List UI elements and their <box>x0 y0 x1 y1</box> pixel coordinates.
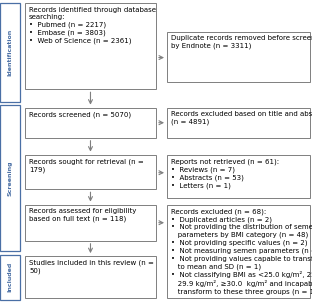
Text: Identification: Identification <box>8 29 13 76</box>
FancyBboxPatch shape <box>25 155 156 189</box>
Text: Duplicate records removed before screening
by Endnote (n = 3311): Duplicate records removed before screeni… <box>171 35 312 49</box>
Text: Studies included in this review (n =
50): Studies included in this review (n = 50) <box>29 260 154 274</box>
FancyBboxPatch shape <box>25 205 156 241</box>
Text: Records identified through database
searching:
•  Pubmed (n = 2217)
•  Embase (n: Records identified through database sear… <box>29 7 156 44</box>
FancyBboxPatch shape <box>167 205 310 298</box>
FancyBboxPatch shape <box>0 3 20 102</box>
Text: Screening: Screening <box>8 160 13 196</box>
Text: Reports not retrieved (n = 61):
•  Reviews (n = 7)
•  Abstracts (n = 53)
•  Lett: Reports not retrieved (n = 61): • Review… <box>171 158 279 189</box>
Text: Records assessed for eligibility
based on full text (n = 118): Records assessed for eligibility based o… <box>29 208 136 222</box>
Text: Records sought for retrieval (n =
179): Records sought for retrieval (n = 179) <box>29 158 144 173</box>
Text: Records excluded based on title and abstract
(n = 4891): Records excluded based on title and abst… <box>171 111 312 125</box>
FancyBboxPatch shape <box>167 155 310 198</box>
FancyBboxPatch shape <box>0 255 20 300</box>
FancyBboxPatch shape <box>0 105 20 251</box>
FancyBboxPatch shape <box>167 32 310 82</box>
Text: Records excluded (n = 68):
•  Duplicated articles (n = 2)
•  Not providing the d: Records excluded (n = 68): • Duplicated … <box>171 208 312 295</box>
Text: Included: Included <box>8 262 13 292</box>
FancyBboxPatch shape <box>25 108 156 138</box>
FancyBboxPatch shape <box>25 3 156 89</box>
Text: Records screened (n = 5070): Records screened (n = 5070) <box>29 111 131 118</box>
FancyBboxPatch shape <box>25 256 156 298</box>
FancyBboxPatch shape <box>167 108 310 138</box>
